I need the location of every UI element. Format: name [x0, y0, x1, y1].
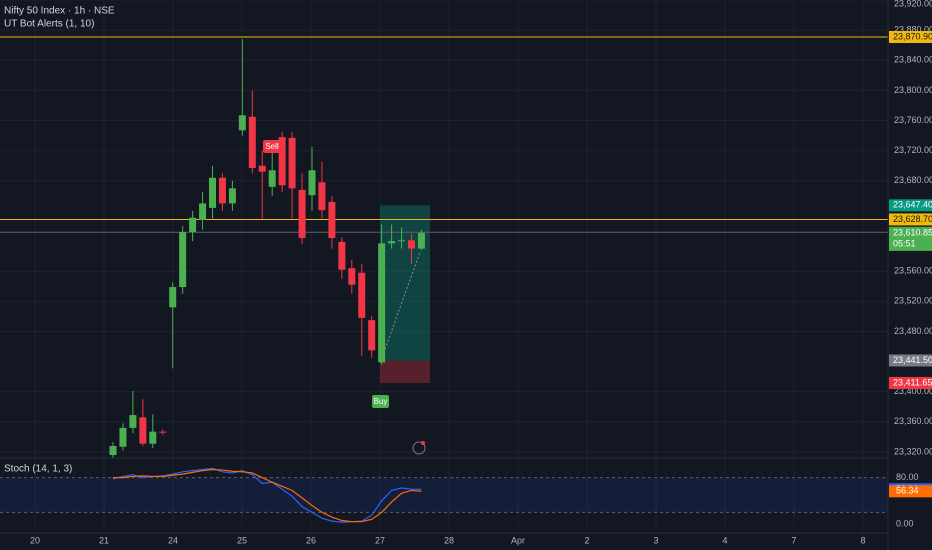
- stoch-line: [113, 468, 422, 523]
- candle-body: [388, 241, 396, 244]
- countdown: 05:51: [893, 238, 916, 248]
- buy-signal-bg: [372, 395, 389, 408]
- stoch-line: [112, 467, 422, 523]
- y-tick-label: 23,520.00: [894, 296, 932, 306]
- grid: [0, 0, 892, 533]
- candle-body: [348, 268, 356, 285]
- alert-icon[interactable]: [412, 441, 426, 455]
- stoch-tick-label: 0.00: [896, 518, 914, 528]
- candle-body: [119, 427, 127, 447]
- candle-body: [358, 272, 366, 318]
- candle-body: [228, 188, 236, 204]
- chart-title: Nifty 50 Index · 1h · NSE: [4, 6, 115, 17]
- y-tick-label: 23,480.00: [894, 326, 932, 336]
- alert-dot: [421, 441, 425, 445]
- candle-body: [408, 240, 415, 249]
- stoch-title: Stoch (14, 1, 3): [4, 464, 72, 475]
- candle-body: [368, 320, 376, 351]
- x-tick-label: 28: [444, 535, 454, 545]
- candle-body: [268, 170, 276, 187]
- candle-body: [338, 241, 346, 270]
- candle-body: [417, 232, 425, 249]
- marks: [0, 36, 888, 523]
- candle-body: [258, 165, 266, 172]
- y-tick-label: 23,920.00: [894, 0, 932, 8]
- candle-body: [248, 116, 256, 168]
- candle-body: [278, 137, 286, 186]
- y-tick-label: 23,760.00: [894, 115, 932, 125]
- y-tick-label: 23,880.00: [894, 25, 932, 35]
- y-tick-label: 23,400.00: [894, 386, 932, 396]
- y-tick-label: 23,840.00: [894, 55, 932, 65]
- x-tick-label: 3: [653, 535, 658, 545]
- x-tick-label: 26: [306, 535, 316, 545]
- price-badge: [889, 30, 932, 43]
- x-tick-label: 4: [722, 535, 727, 545]
- x-tick-label: 21: [99, 535, 109, 545]
- axis: 23,920.00 23,880.00 23,840.00 23,800.00 23,7…: [30, 0, 932, 545]
- candle-body: [129, 415, 137, 428]
- y-tick-label: 23,320.00: [894, 446, 932, 456]
- candle-body: [209, 177, 216, 208]
- y-tick-label: 23,680.00: [894, 175, 932, 185]
- price-badge: [889, 354, 932, 367]
- x-tick-label: 27: [375, 535, 385, 545]
- x-tick-label: 2: [584, 535, 589, 545]
- x-tick-label: 20: [30, 535, 40, 545]
- candle-body: [139, 417, 147, 444]
- position-stop-zone: [380, 360, 430, 383]
- price-badge: [889, 213, 932, 226]
- x-tick-label: Apr: [511, 535, 525, 545]
- price-badge-label: 23,870.90: [893, 31, 932, 41]
- candle-body: [159, 431, 167, 433]
- candle-body: [179, 232, 187, 288]
- candle-body: [298, 189, 306, 239]
- price-badge-label: 23,441.50: [893, 355, 932, 365]
- x-tick-label: 24: [168, 535, 178, 545]
- y-tick-label: 23,800.00: [894, 85, 932, 95]
- x-tick-label: 7: [791, 535, 796, 545]
- candle-body: [328, 201, 336, 239]
- price-badge: [889, 199, 932, 212]
- price-badge-label: 23,411.65: [893, 377, 932, 387]
- y-tick-label: 23,360.00: [894, 416, 932, 426]
- price-axis: [888, 0, 932, 550]
- candle-body: [288, 137, 296, 189]
- stoch-tick-label: 80.00: [896, 472, 919, 482]
- x-tick-label: 8: [860, 535, 865, 545]
- candle-body: [199, 203, 207, 220]
- candle-body: [169, 287, 177, 308]
- candle-body: [149, 431, 157, 444]
- indicator-label: UT Bot Alerts (1, 10): [4, 19, 94, 30]
- sell-signal-bg: [263, 140, 281, 153]
- stoch-badge-label: 56.34: [896, 486, 919, 496]
- candle-body: [398, 240, 406, 242]
- candle-body: [218, 177, 226, 204]
- x-tick-label: 25: [237, 535, 247, 545]
- y-tick-label: 23,560.00: [894, 266, 932, 276]
- price-badge-label: 23,610.85: [893, 227, 932, 237]
- price-badge-label: 23,628.70: [893, 214, 932, 224]
- candle-body: [238, 115, 246, 131]
- stoch-band: [0, 477, 888, 513]
- price-badge: [889, 226, 932, 251]
- candle-body: [318, 182, 326, 211]
- candle-body: [189, 217, 197, 233]
- candle-body: [378, 243, 386, 363]
- price-badge-label: 23,647.40: [893, 200, 932, 210]
- sell-signal: Sell: [265, 142, 279, 151]
- buy-signal: Buy: [374, 397, 388, 406]
- price-badge: [889, 376, 932, 389]
- candle-body: [308, 170, 316, 196]
- position-target-zone: [380, 205, 430, 361]
- y-tick-label: 23,720.00: [894, 145, 932, 155]
- stoch-badge: [889, 485, 932, 498]
- candle-body: [109, 445, 117, 456]
- position-path: [380, 251, 421, 361]
